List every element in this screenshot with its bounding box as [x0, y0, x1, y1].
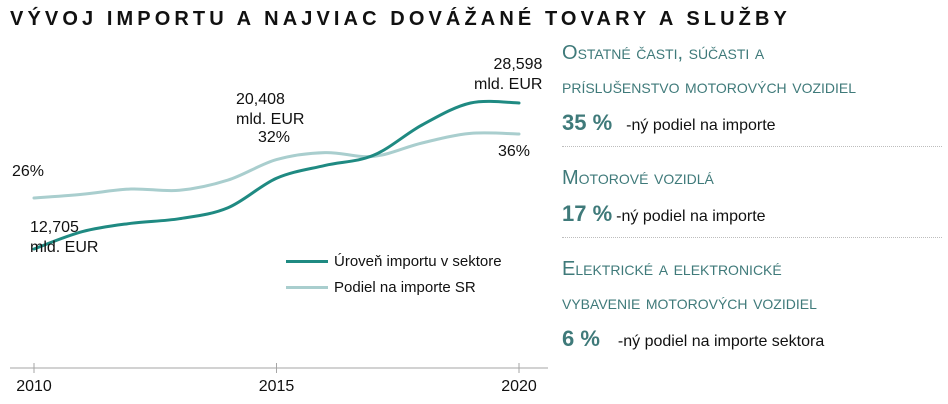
- share-percent: 17 %: [562, 201, 613, 226]
- section-stat: 35 % -ný podiel na importe: [562, 110, 942, 136]
- share-text: -ný podiel na importe: [626, 117, 776, 134]
- section-vehicles: Motorové vozidlá 17 % -ný podiel na impo…: [562, 161, 942, 227]
- legend-swatch-import: [286, 259, 328, 263]
- import-2015-label: 20,408 mld. EUR: [236, 91, 305, 128]
- share-text: -ný podiel na importe sektora: [617, 333, 825, 350]
- series-line-import: [32, 99, 521, 251]
- section-stat: 6 % -ný podiel na importe sektora: [562, 326, 942, 352]
- share-2020-label: 36%: [498, 143, 531, 160]
- legend-item-share: Podiel na importe SR: [286, 274, 502, 300]
- divider: [562, 146, 942, 147]
- section-title: Elektrické a elektronické: [562, 258, 782, 280]
- line-chart: 2010 2015 2020: [10, 99, 548, 395]
- x-axis: [10, 363, 548, 373]
- chart-legend: Úroveň importu v sektore Podiel na impor…: [286, 248, 502, 300]
- section-electronics: Elektrické a elektronické vybavenie moto…: [562, 252, 942, 352]
- section-parts: Ostatné časti, súčasti a príslušenstvo m…: [562, 36, 942, 136]
- share-percent: 6 %: [562, 326, 600, 351]
- x-tick-label: 2015: [259, 378, 295, 395]
- import-2020-label: 28,598 mld. EUR: [474, 56, 543, 93]
- x-tick-label: 2020: [501, 378, 537, 395]
- chart-lines: [32, 99, 521, 251]
- series-line-share: [32, 131, 521, 200]
- x-tick-label: 2010: [16, 378, 52, 395]
- section-title: Motorové vozidlá: [562, 167, 714, 189]
- share-percent: 35 %: [562, 110, 613, 135]
- legend-item-import: Úroveň importu v sektore: [286, 248, 502, 274]
- divider: [562, 237, 942, 238]
- section-title: Ostatné časti, súčasti a: [562, 42, 765, 64]
- legend-swatch-share: [286, 285, 328, 289]
- section-stat: 17 % -ný podiel na importe: [562, 201, 942, 227]
- share-2010-label: 26%: [12, 163, 45, 180]
- x-tick-labels: 2010 2015 2020: [16, 378, 537, 395]
- share-text: -ný podiel na importe: [616, 208, 766, 225]
- section-title-line2: príslušenstvo motorových vozidiel: [562, 76, 857, 98]
- section-title-line2: vybavenie motorových vozidiel: [562, 292, 817, 314]
- share-2015-label: 32%: [258, 129, 291, 146]
- page-title: VÝVOJ IMPORTU A NAJVIAC DOVÁŽANÉ TOVARY …: [10, 8, 791, 30]
- top-imports-panel: Ostatné časti, súčasti a príslušenstvo m…: [562, 36, 942, 352]
- import-2010-label: 12,705 mld. EUR: [30, 219, 99, 256]
